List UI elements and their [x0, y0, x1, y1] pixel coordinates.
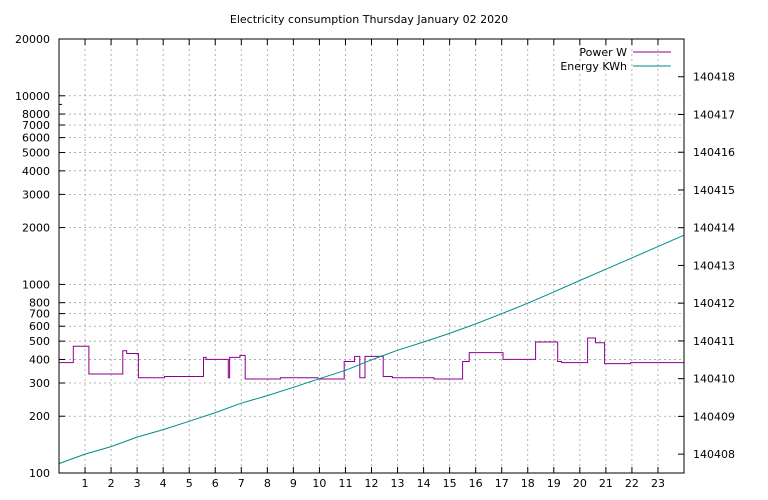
chart-title: Electricity consumption Thursday January…	[230, 13, 508, 26]
x-tick-label: 12	[365, 477, 379, 490]
y2-tick-label: 140411	[693, 335, 735, 348]
x-tick-label: 11	[338, 477, 352, 490]
y-tick-label: 8000	[22, 108, 50, 121]
y2-tick-label: 140410	[693, 373, 735, 386]
y2-tick-label: 140409	[693, 410, 735, 423]
axis-ticks: 1 2 3 4 5 6 7 8 9 10 11 12 13 14 15 16 17 18 19 20 21 22 23100…	[15, 33, 735, 490]
y2-tick-label: 140416	[693, 146, 735, 159]
grid-lines	[59, 39, 684, 473]
x-tick-label: 16	[469, 477, 483, 490]
series-layer	[58, 234, 685, 465]
y2-tick-label: 140415	[693, 184, 735, 197]
x-tick-label: 4	[160, 477, 167, 490]
x-tick-label: 21	[599, 477, 613, 490]
x-tick-label: 15	[443, 477, 457, 490]
x-tick-label: 18	[521, 477, 535, 490]
plot-frame	[58, 38, 685, 474]
legend-label: Power W	[579, 46, 627, 59]
y2-tick-label: 140414	[693, 222, 735, 235]
y-tick-label: 5000	[22, 147, 50, 160]
x-tick-label: 2	[108, 477, 115, 490]
y-tick-label: 300	[29, 377, 50, 390]
x-tick-label: 14	[417, 477, 431, 490]
x-tick-label: 5	[186, 477, 193, 490]
series-line-energy-kwh	[58, 234, 685, 465]
legend-label: Energy KWh	[560, 60, 627, 73]
x-tick-label: 19	[547, 477, 561, 490]
x-tick-label: 17	[495, 477, 509, 490]
series-line-power-w	[59, 337, 684, 380]
x-tick-label: 22	[625, 477, 639, 490]
y-tick-label: 500	[29, 335, 50, 348]
x-tick-label: 10	[312, 477, 326, 490]
y-tick-label: 10000	[15, 90, 50, 103]
x-tick-label: 3	[134, 477, 141, 490]
x-tick-label: 13	[391, 477, 405, 490]
x-tick-label: 23	[651, 477, 665, 490]
x-tick-label: 8	[264, 477, 271, 490]
y-tick-label: 600	[29, 320, 50, 333]
y-tick-label: 100	[29, 467, 50, 480]
y2-tick-label: 140418	[693, 71, 735, 84]
y-tick-label: 4000	[22, 165, 50, 178]
x-tick-label: 7	[238, 477, 245, 490]
y-tick-label: 2000	[22, 222, 50, 235]
y-tick-label: 1000	[22, 278, 50, 291]
y2-tick-label: 140413	[693, 259, 735, 272]
y2-tick-label: 140408	[693, 448, 735, 461]
x-tick-label: 9	[290, 477, 297, 490]
x-tick-label: 1	[82, 477, 89, 490]
y-tick-label: 20000	[15, 33, 50, 46]
x-tick-label: 6	[212, 477, 219, 490]
y-tick-label: 6000	[22, 132, 50, 145]
y-tick-label: 700	[29, 308, 50, 321]
y2-tick-label: 140417	[693, 108, 735, 121]
y-tick-label: 200	[29, 410, 50, 423]
x-tick-label: 20	[573, 477, 587, 490]
y-tick-label: 7000	[22, 119, 50, 132]
y-tick-label: 400	[29, 353, 50, 366]
y-tick-label: 800	[29, 297, 50, 310]
y2-tick-label: 140412	[693, 297, 735, 310]
y-tick-label: 3000	[22, 188, 50, 201]
